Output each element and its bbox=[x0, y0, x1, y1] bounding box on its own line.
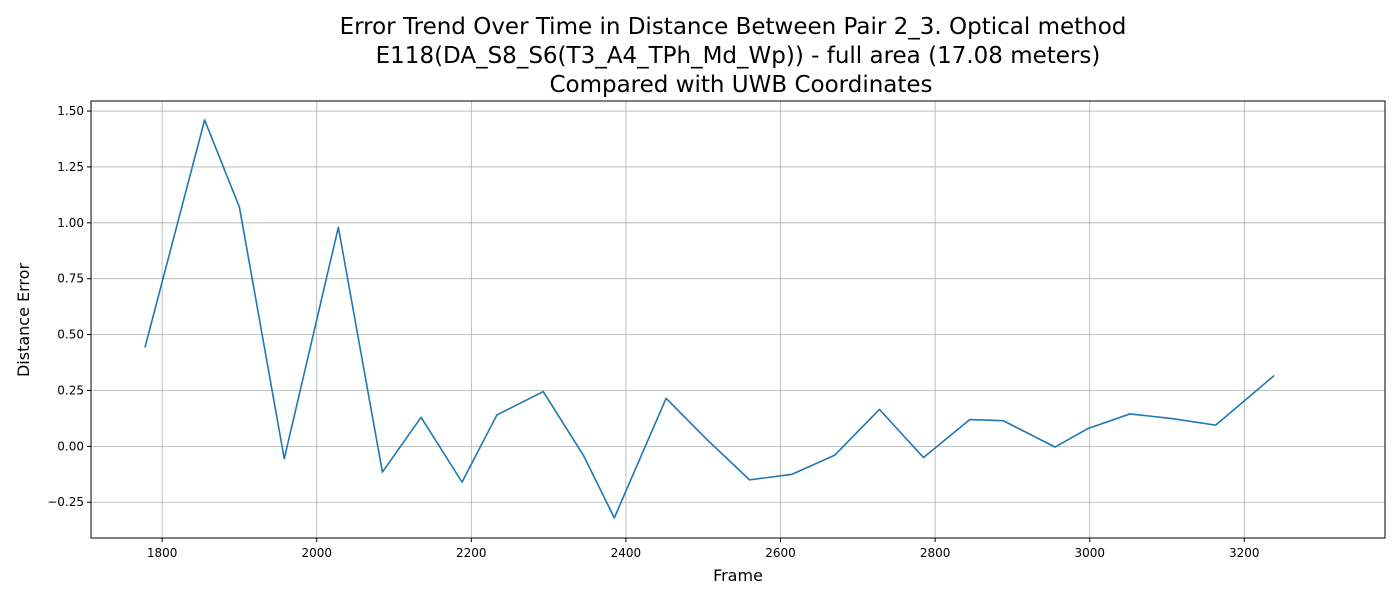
series-line bbox=[144, 119, 1275, 519]
x-tick-label: 1800 bbox=[147, 546, 178, 560]
y-tick-label: 1.00 bbox=[57, 216, 84, 230]
x-tick-label: 2200 bbox=[456, 546, 487, 560]
chart-title-line-2: E118(DA_S8_S6(T3_A4_TPh_Md_Wp)) - full a… bbox=[376, 43, 1101, 69]
y-tick-label: 0.75 bbox=[57, 272, 84, 286]
y-axis-label: Distance Error bbox=[14, 263, 33, 377]
y-axis-ticks: −0.25 0.00 0.25 0.50 0.75 1.00 1.25 1.50 bbox=[47, 104, 91, 509]
x-axis-ticks: 1800 2000 2200 2400 2600 2800 3000 3200 bbox=[147, 538, 1260, 560]
chart-title-line-3: Compared with UWB Coordinates bbox=[549, 72, 932, 98]
x-tick-label: 3000 bbox=[1074, 546, 1105, 560]
y-tick-label: 0.25 bbox=[57, 383, 84, 397]
x-tick-label: 2000 bbox=[301, 546, 332, 560]
y-tick-label: 1.50 bbox=[57, 104, 84, 118]
y-tick-label: −0.25 bbox=[47, 495, 84, 509]
x-tick-label: 2400 bbox=[611, 546, 642, 560]
x-tick-label: 2800 bbox=[920, 546, 951, 560]
x-tick-label: 2600 bbox=[765, 546, 796, 560]
x-tick-label: 3200 bbox=[1229, 546, 1260, 560]
chart-title: Error Trend Over Time in Distance Betwee… bbox=[340, 14, 1127, 98]
y-tick-label: 1.25 bbox=[57, 160, 84, 174]
y-tick-label: 0.00 bbox=[57, 439, 84, 453]
plot-area-frame bbox=[90, 100, 1386, 539]
series bbox=[144, 119, 1275, 519]
grid bbox=[91, 101, 1385, 538]
chart-title-line-1: Error Trend Over Time in Distance Betwee… bbox=[340, 14, 1127, 40]
y-tick-label: 0.50 bbox=[57, 328, 84, 342]
x-axis-label: Frame bbox=[713, 566, 763, 585]
